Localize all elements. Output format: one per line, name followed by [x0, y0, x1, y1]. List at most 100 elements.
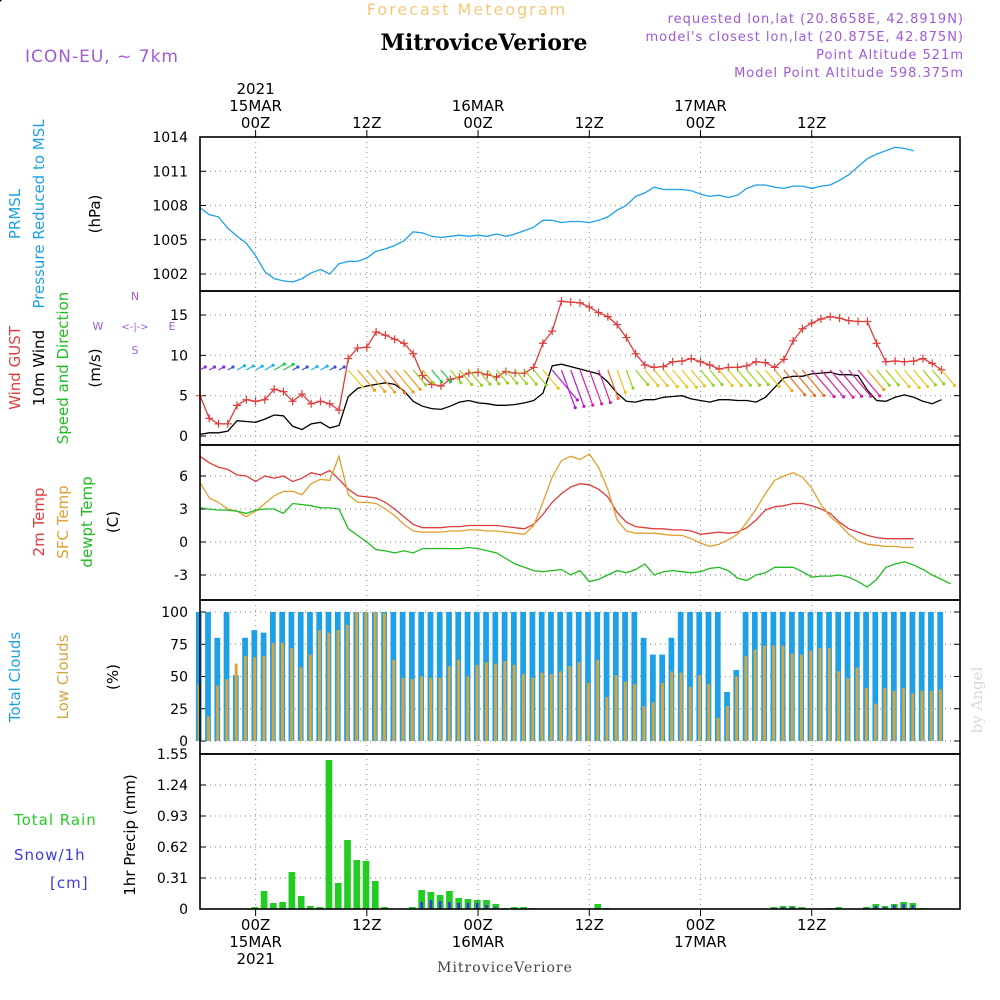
wind-arrow	[560, 369, 576, 408]
cloud-low-bar	[503, 661, 507, 741]
y-tick-label: 0.93	[157, 809, 188, 825]
gust-marker	[613, 320, 622, 329]
top-axis-label: 12Z	[352, 114, 381, 132]
y-tick-label: 1002	[152, 267, 188, 283]
gust-marker	[779, 355, 788, 364]
side-label-wind: Wind GUST	[6, 325, 24, 410]
cloud-low-bar	[920, 690, 924, 741]
gust-marker	[353, 344, 362, 353]
rain-bar	[835, 907, 843, 909]
wind-arrow-head	[748, 383, 752, 387]
wind-arrow-head	[556, 386, 560, 390]
gust-marker	[576, 298, 584, 307]
wind-arrow-head	[260, 364, 264, 368]
cloud-total-bar	[863, 612, 869, 741]
wind-arrow-head	[623, 390, 627, 395]
cloud-low-bar	[790, 653, 794, 741]
y-tick-label: 1005	[152, 233, 188, 249]
gust-marker	[409, 349, 418, 358]
cloud-low-bar	[660, 682, 664, 741]
cloud-low-bar	[494, 663, 498, 741]
wind-arrow-head	[739, 383, 743, 388]
side-label-temp: 2m Temp	[30, 488, 48, 557]
panel-precip: 0 0.31 0.62 0.93 1.24 1.55	[157, 747, 961, 918]
rain-bar	[297, 896, 305, 909]
cloud-low-bar	[688, 686, 692, 741]
panel-frame	[199, 136, 961, 292]
side-label-pressure: (hPa)	[86, 195, 104, 234]
cloud-low-bar	[855, 667, 859, 741]
gust-marker	[242, 395, 251, 404]
cloud-low-bar	[225, 679, 229, 741]
gust-marker	[835, 314, 844, 323]
cloud-total-bar	[409, 612, 415, 741]
wind-arrow-head	[757, 383, 762, 387]
cloud-low-bar	[874, 703, 878, 741]
gust-marker	[677, 356, 686, 365]
rain-bar	[594, 904, 602, 909]
snow-bar	[475, 903, 479, 909]
compass-west: W	[93, 320, 104, 333]
wind-arrow	[496, 369, 509, 384]
series-line-pressure-0	[199, 146, 914, 283]
rain-bar	[344, 840, 351, 909]
gust-marker	[594, 308, 603, 317]
bottom-axis-label: 00Z	[686, 916, 715, 934]
wind-arrow	[486, 369, 500, 385]
top-axis-label: 16MAR	[452, 97, 505, 115]
wind-arrow	[662, 369, 678, 387]
snow-bar	[883, 907, 887, 909]
gust-marker	[270, 385, 279, 394]
side-label-temp: SFC Temp	[54, 485, 72, 558]
wind-arrow-head	[882, 388, 886, 392]
gust-marker	[631, 349, 640, 358]
wind-arrow-head	[942, 382, 946, 386]
wind-arrow-head	[702, 384, 707, 388]
wind-arrow-head	[803, 393, 807, 397]
cloud-low-bar	[901, 688, 905, 741]
bottom-axis-label: 15MAR	[229, 933, 282, 951]
wind-arrow-head	[917, 385, 921, 390]
cloud-total-bar	[714, 612, 721, 741]
wind-arrow-head	[790, 389, 794, 393]
wind-arrow	[347, 369, 363, 388]
wind-arrow	[570, 369, 585, 407]
cloud-total-bar	[436, 612, 443, 741]
wind-arrow	[681, 369, 697, 388]
wind-arrow-head	[497, 382, 501, 386]
gust-marker	[538, 339, 547, 348]
cloud-low-bar	[253, 657, 257, 741]
y-tick-label: 15	[170, 308, 188, 324]
y-tick-label: 0	[179, 535, 188, 551]
wind-arrow-head	[448, 379, 453, 383]
cloud-low-bar	[818, 648, 822, 741]
cloud-low-bar	[642, 706, 646, 741]
wind-arrow	[412, 369, 427, 386]
y-tick-label: 1014	[152, 130, 188, 146]
cloud-low-bar	[837, 671, 841, 741]
wind-arrow-head	[631, 386, 635, 390]
wind-arrow	[616, 369, 626, 393]
cloud-total-bar	[918, 612, 925, 741]
cloud-low-bar	[744, 655, 748, 741]
wind-arrow	[839, 369, 862, 397]
wind-arrow-head	[325, 364, 329, 368]
wind-arrow-head	[841, 395, 846, 399]
cloud-low-bar	[327, 632, 331, 741]
model-name: ICON-EU, ~ 7km	[25, 47, 179, 67]
wind-arrow-head	[242, 364, 247, 368]
wind-compass-legend: N S E W <-|->	[93, 290, 176, 357]
rain-bar	[260, 891, 268, 909]
y-tick-label: 0	[179, 734, 188, 750]
cloud-low-bar	[336, 630, 340, 741]
wind-arrow-head	[212, 365, 217, 369]
rain-bar	[510, 907, 518, 909]
wind-arrow-head	[573, 406, 577, 410]
series-line-temp-1	[199, 453, 914, 549]
wind-arrow	[505, 369, 518, 384]
snow-bar	[790, 907, 794, 909]
side-label-pressure: PRMSL	[6, 188, 24, 239]
precip-axis-label: 1hr Precip (mm)	[121, 774, 139, 895]
